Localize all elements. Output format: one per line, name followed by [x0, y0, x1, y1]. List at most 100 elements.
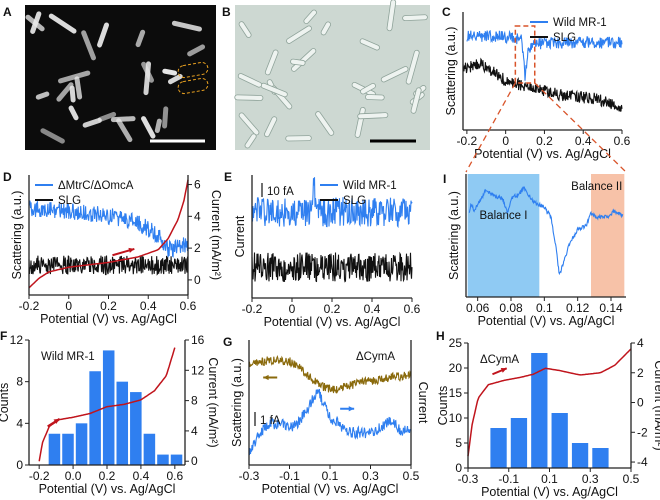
y-axis-label: Scattering (a.u.)	[444, 27, 458, 116]
panel-letter: C	[442, 5, 451, 19]
bar	[48, 433, 61, 465]
x-tick-label: 0.1	[536, 301, 553, 315]
x-tick-label: 0.2	[324, 302, 341, 316]
bacterial-cell	[82, 117, 102, 128]
bacterial-cell	[365, 94, 385, 101]
bar	[592, 448, 609, 468]
x-tick-label: -0.2	[242, 302, 263, 316]
bacterial-cell	[290, 58, 306, 66]
bacterial-cell	[264, 49, 279, 76]
y2-tick-label: -2	[637, 425, 648, 439]
y2-tick-label: 4	[194, 209, 201, 223]
bar	[490, 428, 507, 468]
bacterial-cell	[234, 94, 264, 101]
arrow-icon	[128, 247, 135, 253]
y-tick-label: 12	[10, 333, 24, 347]
y2-tick-label: 8	[191, 394, 198, 408]
x-axis-label: Potential (V) vs. Ag/AgCl	[39, 482, 176, 496]
bacterial-cell	[69, 85, 76, 103]
bacterial-cell	[187, 44, 206, 57]
series-line-brown	[248, 355, 412, 395]
x-tick-label: -0.1	[279, 469, 300, 483]
x-tick-label: -0.2	[29, 469, 50, 483]
y2-axis-label: Current	[416, 382, 430, 424]
x-axis-label: Potential (V) vs. Ag/AgCl	[264, 315, 401, 329]
panel-I: I Balance I Balance II 0.06 0.08 0.1 0.12 0.14P…	[443, 172, 626, 328]
y-tick-label: 25	[449, 336, 463, 350]
bar	[89, 371, 101, 465]
x-tick-label: 0.4	[364, 302, 381, 316]
y2-tick-label: 0	[637, 396, 644, 410]
panel-letter: I	[443, 172, 446, 186]
y-tick-label: 0	[455, 461, 462, 475]
y-axis-label: Scattering (a.u.)	[447, 191, 461, 280]
bacterial-cell	[359, 38, 380, 51]
bar	[571, 443, 589, 468]
bacterial-cell	[237, 73, 263, 88]
bacterial-cell	[357, 112, 389, 120]
arrow-icon	[500, 367, 507, 373]
bacterial-cell	[167, 73, 183, 85]
region-2	[591, 174, 625, 297]
highlighted-cell	[177, 61, 209, 79]
x-tick-label: 0.1	[541, 472, 558, 486]
series-line-Wild-MR-1	[251, 177, 413, 229]
series-line-SLG	[28, 255, 189, 276]
zoom-connector	[534, 82, 627, 173]
arrow-icon	[53, 418, 60, 424]
y2-tick-label: -4	[637, 455, 648, 469]
zoom-box	[514, 25, 536, 84]
y2-tick-label: 4	[637, 336, 644, 350]
bacterial-cell	[68, 105, 79, 121]
bacterial-cell	[244, 133, 257, 149]
bacterial-cell	[56, 82, 74, 102]
bacterial-cell	[285, 135, 312, 142]
bacterial-cell	[154, 118, 162, 133]
x-axis-label: Potential (V) vs. Ag/AgCl	[478, 314, 615, 328]
x-tick-label: 0.08	[499, 301, 523, 315]
y2-axis-label: Current (mA/m²)	[652, 360, 660, 450]
x-tick-label: 0.3	[582, 472, 599, 486]
panel-letter: B	[222, 5, 231, 19]
x-tick-label: 0.3	[362, 469, 379, 483]
panel-A: A	[3, 5, 216, 150]
x-tick-label: 0.4	[140, 299, 157, 313]
y2-axis-label: Current (mA/m²)	[206, 357, 220, 447]
bacterial-cell	[48, 13, 77, 34]
x-tick-label: 0.06	[466, 301, 490, 315]
panel-B: B	[222, 0, 430, 150]
bacterial-cell	[58, 70, 91, 84]
bacterial-cell	[410, 87, 422, 114]
panel-G: G -0.3 -0.1 0.1 0.3 0.5 Potential (V) vs. Ag/A…	[223, 335, 430, 496]
y-tick-label: 5	[455, 436, 462, 450]
y-axis-label: Scattering (a.u.)	[230, 358, 244, 447]
panel-H: H -0.3 -0.1 0.1 0.3 0.5 Potential (V) vs. Ag/A…	[436, 329, 660, 499]
legend-label: Wild MR-1	[343, 180, 397, 192]
x-tick-label: 0.4	[575, 134, 592, 148]
annotation: ΔCymA	[480, 354, 519, 366]
x-tick-label: 0.4	[133, 469, 150, 483]
x-tick-label: 0.12	[566, 301, 590, 315]
bar	[75, 423, 88, 465]
series-line-SLG	[462, 57, 623, 112]
bacterial-cell	[74, 76, 83, 100]
panel-letter: G	[223, 335, 232, 349]
legend-label: SLG	[58, 195, 81, 207]
series-line-Wild-MR-1	[466, 29, 623, 81]
y2-tick-label: 0	[194, 273, 201, 287]
bar	[551, 413, 568, 468]
bacterial-cell	[402, 14, 428, 21]
y-axis-label: Counts	[0, 383, 11, 423]
y2-tick-label: 4	[191, 424, 198, 438]
bacterial-cell	[141, 116, 156, 139]
arrow-icon	[348, 406, 355, 412]
bacterial-cell	[162, 68, 178, 76]
bar	[116, 381, 129, 465]
legend-label: Wild MR-1	[553, 17, 607, 29]
bacterial-cell	[30, 11, 42, 34]
bacterial-cell	[238, 112, 260, 136]
